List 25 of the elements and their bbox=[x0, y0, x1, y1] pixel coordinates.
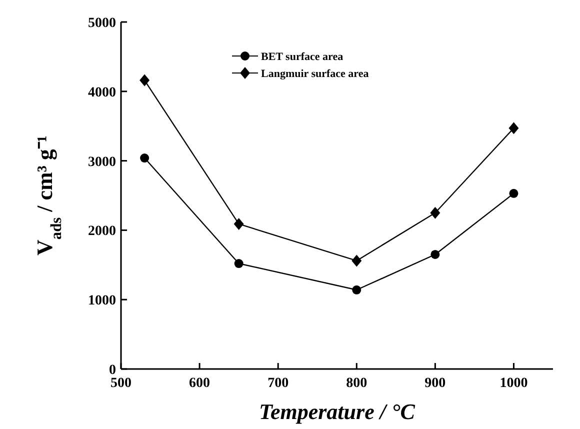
legend-label: Langmuir surface area bbox=[261, 68, 370, 80]
point bbox=[352, 285, 362, 294]
legend-label: BET surface area bbox=[261, 51, 344, 63]
point bbox=[509, 188, 518, 198]
y-tick-label: 3000 bbox=[88, 154, 116, 170]
x-tick-label: 600 bbox=[189, 376, 210, 391]
y-tick-label: 1000 bbox=[88, 294, 116, 309]
x-tick-label: 500 bbox=[110, 376, 132, 391]
y-tick-label: 5000 bbox=[88, 16, 116, 31]
point bbox=[430, 250, 440, 259]
point bbox=[234, 218, 244, 230]
point bbox=[430, 206, 440, 219]
point bbox=[140, 154, 150, 163]
point bbox=[234, 259, 244, 268]
x-tick-label: 700 bbox=[268, 376, 289, 391]
x-tick-label: 1000 bbox=[500, 376, 528, 391]
point bbox=[508, 122, 519, 134]
point bbox=[352, 254, 362, 267]
y-tick-label: 4000 bbox=[88, 85, 116, 100]
x-tick-label: 800 bbox=[346, 376, 368, 391]
x-axis-title: Temperature / °C bbox=[259, 399, 416, 424]
y-tick-label: 0 bbox=[109, 363, 116, 378]
point bbox=[140, 74, 150, 86]
x-tick-label: 900 bbox=[424, 376, 446, 391]
y-tick-label: 2000 bbox=[88, 224, 116, 240]
